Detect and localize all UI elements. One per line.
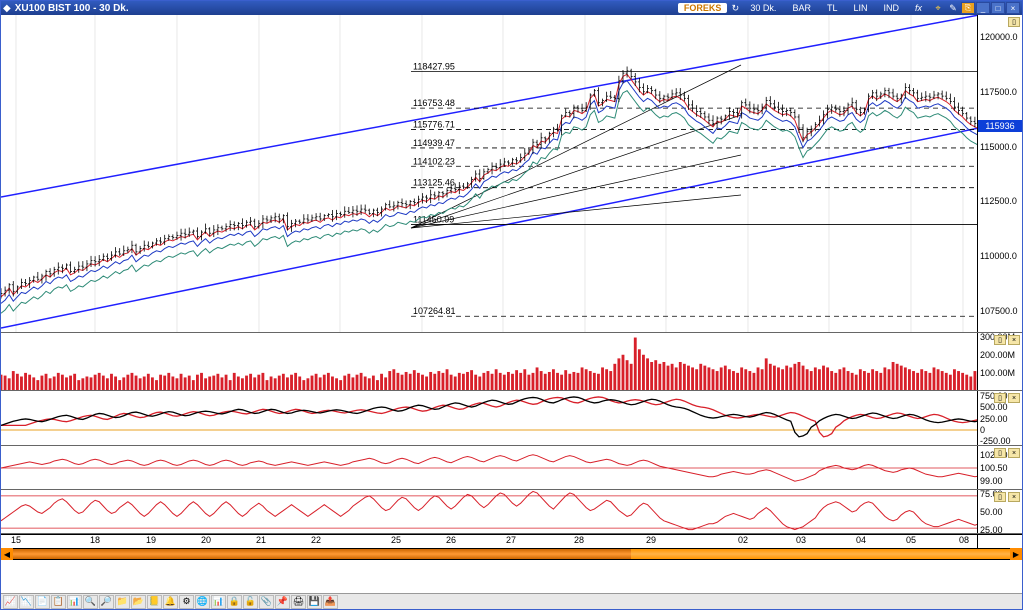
chart-panels: 118427.95 116753.48 115776.71 114939.47 1141… xyxy=(1,15,1022,593)
date-label: 27 xyxy=(506,535,516,545)
date-label: 20 xyxy=(201,535,211,545)
titlebar: ◆ XU100 BIST 100 - 30 Dk. FOREKS ↻ 30 Dk… xyxy=(1,1,1022,15)
pin-icon[interactable]: ⎘ xyxy=(961,2,975,14)
brand-label: FOREKS xyxy=(678,3,728,13)
date-label: 05 xyxy=(906,535,916,545)
chart-settings-icon[interactable]: ⌖ xyxy=(931,2,945,14)
maximize-button[interactable]: □ xyxy=(991,2,1005,14)
panel-close-icon[interactable]: × xyxy=(1008,393,1020,403)
tool-icon[interactable]: ✎ xyxy=(946,2,960,14)
toolbar-icon[interactable]: 📂 xyxy=(131,595,146,609)
volume-plot[interactable] xyxy=(1,333,977,390)
indicator4-panel: 25.0050.0075.00 ▯× xyxy=(1,490,1022,534)
chart-type-bar[interactable]: BAR xyxy=(784,3,819,13)
toolbar-icon[interactable]: 🔓 xyxy=(243,595,258,609)
svg-text:116753.48: 116753.48 xyxy=(413,98,455,108)
close-button[interactable]: × xyxy=(1006,2,1020,14)
toolbar-icon[interactable]: 📉 xyxy=(19,595,34,609)
timeframe-selector[interactable]: 30 Dk. xyxy=(742,3,784,13)
fx-label[interactable]: fx xyxy=(907,3,930,13)
toolbar-icon[interactable]: 💾 xyxy=(307,595,322,609)
toolbar-icon[interactable]: 📊 xyxy=(211,595,226,609)
toolbar-icon[interactable]: 📎 xyxy=(259,595,274,609)
date-label: 26 xyxy=(446,535,456,545)
price-panel: 118427.95 116753.48 115776.71 114939.47 1141… xyxy=(1,15,1022,333)
date-label: 18 xyxy=(90,535,100,545)
scroll-right-icon[interactable]: ▶ xyxy=(1010,548,1022,560)
toolbar-icon[interactable]: 🔍 xyxy=(83,595,98,609)
toolbar-icon[interactable]: 🔔 xyxy=(163,595,178,609)
toolbar-icon[interactable]: 🌐 xyxy=(195,595,210,609)
indicator4-plot[interactable] xyxy=(1,490,977,533)
toolbar-icon[interactable]: 📋 xyxy=(51,595,66,609)
scroll-left-icon[interactable]: ◀ xyxy=(1,548,13,560)
date-label: 03 xyxy=(796,535,806,545)
date-label: 15 xyxy=(11,535,21,545)
window-title: XU100 BIST 100 - 30 Dk. xyxy=(11,3,133,14)
toolbar-icon[interactable]: 📈 xyxy=(3,595,18,609)
toolbar-icon[interactable]: 📤 xyxy=(323,595,338,609)
date-axis: 15 18 19 20 21 22 25 26 27 28 29 02 03 04 05 08 xyxy=(1,534,1022,548)
indicator3-panel: 99.00100.50102.00 ▯× xyxy=(1,446,1022,490)
panel-close-icon[interactable]: × xyxy=(1008,492,1020,502)
date-label: 28 xyxy=(574,535,584,545)
panel-collapse-icon[interactable]: ▯ xyxy=(994,393,1006,403)
date-axis-labels: 15 18 19 20 21 22 25 26 27 28 29 02 03 04 05 08 xyxy=(1,535,977,548)
time-scrollbar[interactable]: ◀ ▶ xyxy=(1,548,1022,560)
toolbar-icon[interactable]: 🔎 xyxy=(99,595,114,609)
indicator3-plot[interactable] xyxy=(1,446,977,489)
date-label: 21 xyxy=(256,535,266,545)
svg-text:107264.81: 107264.81 xyxy=(413,306,456,316)
oscillator-panel: -250.000250.00500.00750.00 ▯× xyxy=(1,391,1022,446)
oscillator-plot[interactable] xyxy=(1,391,977,445)
toolbar-icon[interactable]: 🔒 xyxy=(227,595,242,609)
svg-text:118427.95: 118427.95 xyxy=(413,61,455,71)
panel-close-icon[interactable]: × xyxy=(1008,335,1020,345)
panel-collapse-icon[interactable]: ▯ xyxy=(994,335,1006,345)
price-yaxis: 107500.0110000.0112500.0115000.0117500.0… xyxy=(977,15,1022,332)
scroll-thumb[interactable] xyxy=(631,549,1010,559)
panel-collapse-icon[interactable]: ▯ xyxy=(994,448,1006,458)
currency-tl[interactable]: TL xyxy=(819,3,846,13)
refresh-icon[interactable]: ↻ xyxy=(728,2,742,14)
date-label: 02 xyxy=(738,535,748,545)
scale-lin[interactable]: LIN xyxy=(845,3,875,13)
date-label: 22 xyxy=(311,535,321,545)
minimize-button[interactable]: _ xyxy=(976,2,990,14)
toolbar-icon[interactable]: 📌 xyxy=(275,595,290,609)
panel-close-icon[interactable]: × xyxy=(1008,448,1020,458)
price-plot[interactable]: 118427.95 116753.48 115776.71 114939.47 1141… xyxy=(1,15,977,332)
svg-text:113125.46: 113125.46 xyxy=(413,178,455,188)
date-label: 08 xyxy=(959,535,969,545)
date-label: 04 xyxy=(856,535,866,545)
svg-text:114102.23: 114102.23 xyxy=(413,156,455,166)
svg-text:115776.71: 115776.71 xyxy=(413,120,455,130)
toolbar-icon[interactable]: 📄 xyxy=(35,595,50,609)
chart-window: ◆ XU100 BIST 100 - 30 Dk. FOREKS ↻ 30 Dk… xyxy=(0,0,1023,610)
toolbar-icon[interactable]: ⚙ xyxy=(179,595,194,609)
date-label: 29 xyxy=(646,535,656,545)
indicators-ind[interactable]: IND xyxy=(875,3,907,13)
toolbar-icon[interactable]: 📁 xyxy=(115,595,130,609)
volume-panel: 100.00M200.00M300.00M ▯× xyxy=(1,333,1022,391)
date-label: 25 xyxy=(391,535,401,545)
toolbar-icon[interactable]: 📒 xyxy=(147,595,162,609)
window-menu-icon[interactable]: ◆ xyxy=(3,3,11,14)
toolbar-icon[interactable]: 📊 xyxy=(67,595,82,609)
scroll-track[interactable] xyxy=(13,549,1010,559)
bottom-toolbar: 📈📉📄📋📊🔍🔎📁📂📒🔔⚙🌐📊🔒🔓📎📌🖨💾📤 xyxy=(1,593,1022,609)
panel-collapse-icon[interactable]: ▯ xyxy=(994,492,1006,502)
panel-collapse-icon[interactable]: ▯ xyxy=(1008,17,1020,27)
date-label: 19 xyxy=(146,535,156,545)
toolbar-icon[interactable]: 🖨 xyxy=(291,595,306,609)
current-price-marker: 115936 xyxy=(978,120,1022,132)
svg-text:114939.47: 114939.47 xyxy=(413,138,455,148)
